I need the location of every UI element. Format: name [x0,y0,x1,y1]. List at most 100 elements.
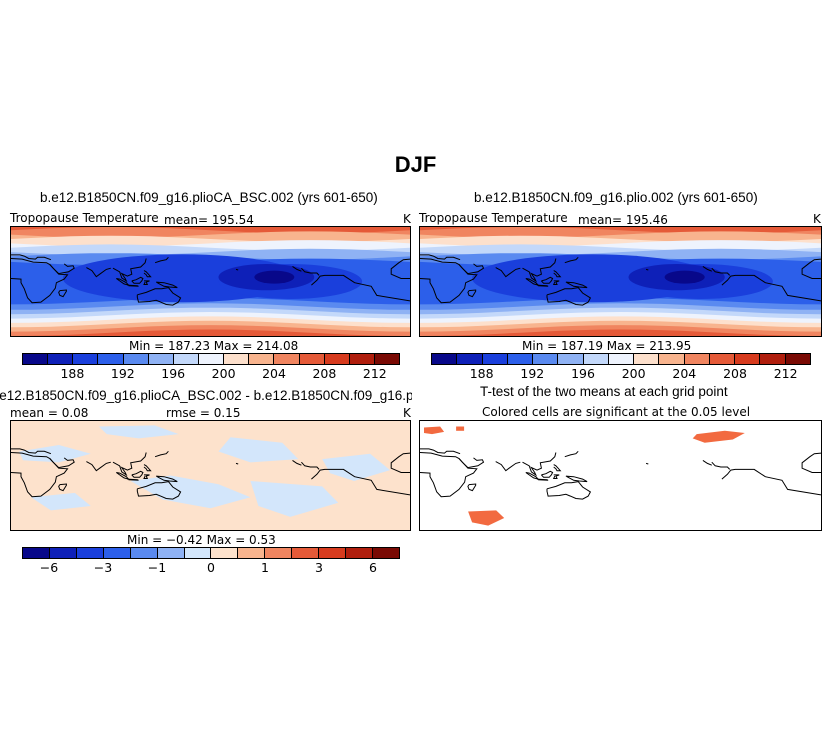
colorbar-swatch [608,354,635,364]
coastline [292,265,302,272]
panel1-colorbar-ticks: 188 192 196 200 204 208 212 [22,366,400,382]
colorbar-tick-label: 200 [621,366,646,381]
panel2-colorbar-ticks: 188 192 196 200 204 208 212 [431,366,811,382]
panel4-map [419,420,822,531]
coastline [552,280,560,285]
coastline [390,452,410,473]
colorbar-swatch [98,354,124,364]
colorbar-swatch [49,548,77,558]
colorbar-tick-label: 208 [723,366,747,381]
coastline [112,452,147,477]
negative-difference-region [98,425,179,439]
panel2-title: b.e12.B1850CN.f09_g16.plio.002 (yrs 601-… [474,190,758,205]
colorbar-swatch [634,354,660,364]
coastline [154,450,169,458]
coastline [495,267,521,278]
cold-core-minimum [664,270,705,284]
panel3-units: K [403,406,411,420]
coastline [235,268,239,271]
negative-difference-region [250,481,339,517]
coastline [127,284,139,287]
coastline [11,258,69,304]
panel3-colorbar-ticks: −6 −3 −1 0 1 3 6 [22,560,400,576]
coastline [553,464,562,472]
colorbar-swatch [346,548,373,558]
negative-difference-region [31,492,91,511]
coastline [546,481,592,500]
colorbar-swatch [103,548,131,558]
coastline [721,274,821,302]
colorbar-swatch [299,354,325,364]
colorbar-tick-label: 6 [369,560,377,575]
coastline [564,256,579,264]
coastline [553,270,562,278]
colorbar-swatch [457,354,483,364]
coastline [131,276,144,284]
colorbar-swatch [23,354,49,364]
coastline [467,483,477,492]
negative-difference-region [130,475,251,509]
coastline [311,274,410,302]
colorbar-swatch [148,354,174,364]
coastline [49,457,75,469]
colorbar-swatch [684,354,710,364]
colorbar-tick-label: 196 [161,366,186,381]
coastline [467,289,477,298]
panel1-title: b.e12.B1850CN.f09_g16.plioCA_BSC.002 (yr… [40,190,378,205]
colorbar-swatch [76,548,104,558]
panel2-minmax: Min = 187.19 Max = 213.95 [522,339,692,353]
colorbar-swatch [157,548,185,558]
panel1-map [10,226,411,337]
coastline [420,254,461,261]
colorbar-swatch [249,354,275,364]
panel3-colorbar [22,547,400,559]
coastline [301,461,320,470]
coastline [420,452,478,498]
negative-difference-region [322,453,390,481]
coastline [136,481,182,500]
panel2-mean-label: mean= 195.46 [578,213,668,227]
coastline [11,254,52,261]
coastline [136,287,182,306]
panel1-mean-label: mean= 195.54 [164,213,254,227]
coastline [155,475,178,483]
colorbar-tick-label: 0 [207,560,215,575]
coastline [711,267,731,276]
coastline [541,276,554,284]
panel4-field [420,426,821,526]
colorbar-swatch [198,354,225,364]
colorbar-swatch [184,548,212,558]
colorbar-swatch [760,354,786,364]
significant-region [692,430,745,443]
coastline [522,452,557,477]
colorbar-swatch [23,548,50,558]
panel3-minmax: Min = −0.42 Max = 0.53 [127,533,276,547]
coastline [522,258,557,283]
colorbar-swatch [48,354,74,364]
coastline [49,263,75,275]
colorbar-swatch [292,548,320,558]
coastline [565,281,588,289]
colorbar-tick-label: 204 [672,366,697,381]
colorbar-swatch [583,354,609,364]
colorbar-tick-label: 204 [262,366,286,381]
coastline [536,284,549,287]
coastline [458,457,485,469]
coastline [420,448,461,455]
colorbar-swatch [274,354,300,364]
panel3-field [11,425,410,517]
colorbar-swatch [265,548,293,558]
colorbar-swatch [224,354,250,364]
coastline [721,468,821,496]
coastline [112,258,147,283]
coastline [420,258,478,304]
coastline [301,267,320,276]
coastline [541,470,554,478]
colorbar-tick-label: 188 [60,366,85,381]
colorbar-tick-label: −1 [147,560,167,575]
colorbar-tick-label: 200 [211,366,236,381]
page-title: DJF [394,152,437,177]
colorbar-tick-label: 212 [362,366,387,381]
panel1-variable-label: Tropopause Temperature [10,211,159,225]
panel3-map [10,420,411,531]
